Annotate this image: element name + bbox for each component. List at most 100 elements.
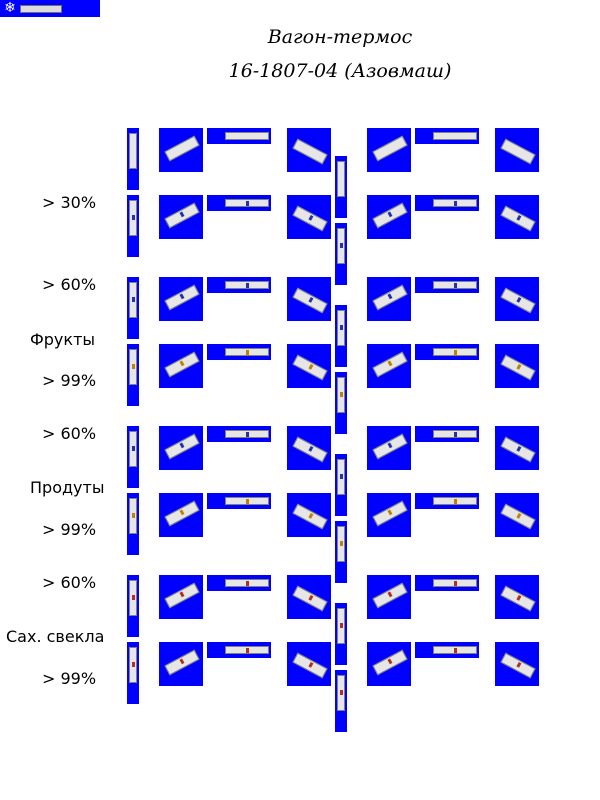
wagon-sprite-se	[287, 642, 331, 686]
wagon-sprite-south	[335, 454, 347, 516]
wagon-body	[225, 646, 269, 654]
wagon-sprite-se	[287, 426, 331, 470]
wagon-body	[433, 430, 477, 438]
wagon-body	[225, 132, 269, 140]
wagon-sprite-south	[335, 223, 347, 285]
wagon-body	[164, 649, 200, 676]
wagon-body	[500, 354, 536, 381]
wagon-body	[225, 199, 269, 207]
wagon-sprite-nw	[495, 277, 539, 321]
cargo-mark	[246, 581, 249, 586]
wagon-sprite-south	[335, 372, 347, 434]
wagon-sprite-east	[207, 344, 271, 360]
wagon-body	[337, 228, 345, 264]
wagon-body	[129, 133, 137, 169]
wagon-body	[500, 138, 536, 165]
wagon-sprite-south	[335, 521, 347, 583]
wagon-body	[225, 281, 269, 289]
wagon-body	[292, 287, 328, 314]
wagon-sprite-west	[415, 128, 479, 144]
wagon-sprite-sw	[367, 642, 411, 686]
wagon-body	[129, 200, 137, 236]
load-label: > 99%	[42, 520, 97, 539]
wagon-body	[164, 500, 200, 527]
snowflake-icon: ❄	[4, 0, 16, 16]
wagon-body	[225, 497, 269, 505]
wagon-sprite-nw	[495, 426, 539, 470]
wagon-sprite-nw	[495, 575, 539, 619]
wagon-body	[129, 431, 137, 467]
wagon-sprite-south	[335, 670, 347, 732]
wagon-body	[372, 582, 408, 609]
wagon-sprite-east	[207, 575, 271, 591]
wagon-body	[433, 579, 477, 587]
wagon-sprite-east	[207, 277, 271, 293]
wagon-sprite-sw	[367, 277, 411, 321]
wagon-body	[372, 500, 408, 527]
cargo-mark	[308, 445, 314, 452]
wagon-sprite-west	[415, 426, 479, 442]
wagon-sprite-nw	[495, 195, 539, 239]
wagon-body	[292, 652, 328, 679]
wagon-sprite-se	[287, 277, 331, 321]
load-label: > 60%	[42, 573, 97, 592]
cargo-mark	[387, 658, 393, 665]
wagon-sprite-ne	[159, 344, 203, 388]
wagon-body	[129, 349, 137, 385]
wagon-body	[372, 135, 408, 162]
cargo-mark	[516, 363, 522, 370]
cargo-mark	[516, 594, 522, 601]
wagon-body	[433, 646, 477, 654]
load-label: Сах. свекла	[6, 627, 105, 646]
wagon-body	[164, 284, 200, 311]
wagon-body	[500, 503, 536, 530]
wagon-sprite-ne	[159, 128, 203, 172]
wagon-body	[225, 579, 269, 587]
load-label: Продуты	[30, 478, 105, 497]
cargo-mark	[132, 595, 135, 600]
cargo-mark	[246, 201, 249, 206]
wagon-sprite-north	[127, 195, 139, 257]
cargo-mark	[246, 648, 249, 653]
toolbar-strip: ❄	[0, 0, 100, 17]
cargo-mark	[308, 512, 314, 519]
cargo-mark	[340, 243, 343, 248]
wagon-sprite-se	[287, 575, 331, 619]
wagon-body	[337, 310, 345, 346]
wagon-body	[372, 202, 408, 229]
cargo-mark	[516, 512, 522, 519]
wagon-sprite-north	[127, 493, 139, 555]
cargo-mark	[516, 214, 522, 221]
cargo-mark	[387, 442, 393, 449]
wagon-body	[129, 580, 137, 616]
wagon-body	[164, 202, 200, 229]
wagon-sprite-se	[287, 493, 331, 537]
wagon-sprite-west	[415, 195, 479, 211]
wagon-body	[500, 436, 536, 463]
cargo-mark	[340, 541, 343, 546]
wagon-sprite-ne	[159, 493, 203, 537]
wagon-sprite-nw	[495, 344, 539, 388]
cargo-mark	[132, 297, 135, 302]
wagon-sprite-east	[207, 426, 271, 442]
cargo-mark	[246, 432, 249, 437]
wagon-body	[372, 351, 408, 378]
wagon-body	[129, 498, 137, 534]
wagon-sprite-west	[415, 575, 479, 591]
wagon-body	[337, 675, 345, 711]
wagon-body	[372, 284, 408, 311]
wagon-body	[337, 459, 345, 495]
wagon-sprite-south	[335, 305, 347, 367]
wagon-sprite-nw	[495, 642, 539, 686]
wagon-body	[433, 281, 477, 289]
wagon-sprite-south	[335, 603, 347, 665]
wagon-sprite-east	[207, 493, 271, 509]
cargo-mark	[308, 296, 314, 303]
cargo-mark	[179, 442, 185, 449]
wagon-sprite-ne	[159, 575, 203, 619]
wagon-body	[337, 161, 345, 197]
cargo-mark	[387, 211, 393, 218]
cargo-mark	[516, 445, 522, 452]
cargo-mark	[179, 293, 185, 300]
wagon-sprite-ne	[159, 277, 203, 321]
